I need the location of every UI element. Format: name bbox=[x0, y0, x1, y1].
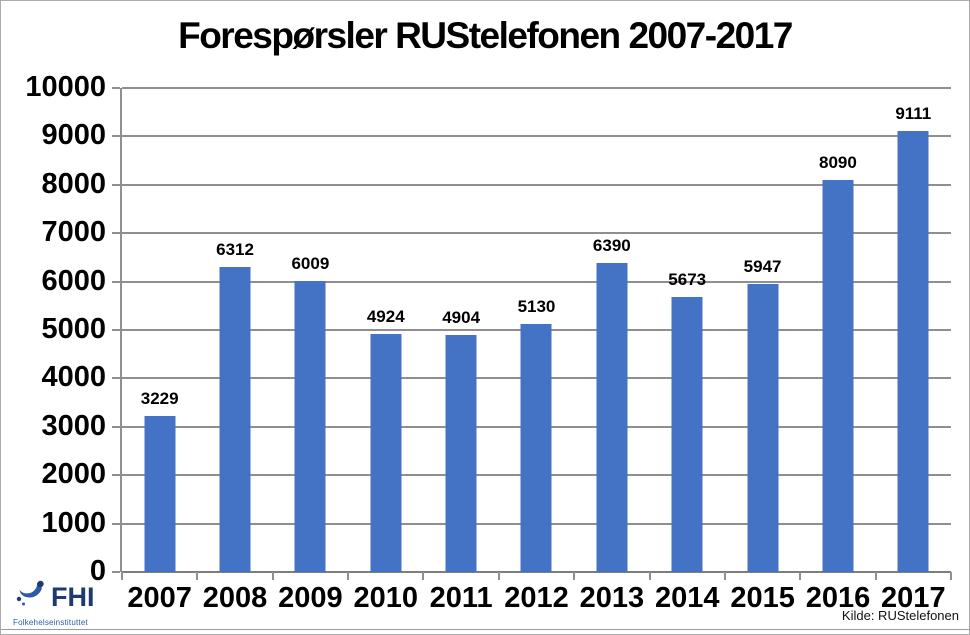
y-tick bbox=[112, 183, 120, 186]
y-axis-label: 1000 bbox=[41, 506, 106, 539]
gridline bbox=[122, 135, 951, 138]
bar-value-label-2014: 5673 bbox=[668, 270, 707, 290]
bar-slot-2009: 6009 bbox=[273, 88, 348, 572]
y-tick bbox=[112, 329, 120, 331]
x-tick bbox=[648, 572, 651, 580]
x-axis-label-2010: 2010 bbox=[353, 582, 419, 614]
x-axis-label-2017: 2017 bbox=[881, 582, 946, 614]
bar-slot-2007: 3229 bbox=[122, 88, 197, 572]
y-tick bbox=[112, 571, 120, 573]
bar-2010 bbox=[370, 333, 402, 572]
y-tick bbox=[112, 232, 120, 235]
bar-2015 bbox=[747, 284, 779, 572]
bar-slot-2013: 6390 bbox=[574, 88, 649, 572]
x-tick bbox=[497, 572, 500, 580]
bar-value-label-2013: 6390 bbox=[592, 235, 631, 255]
bar-2011 bbox=[445, 334, 477, 572]
y-tick bbox=[112, 135, 120, 138]
x-tick bbox=[121, 572, 123, 580]
source-label: Kilde: RUStelefonen bbox=[841, 608, 959, 623]
x-axis-label-2008: 2008 bbox=[202, 582, 268, 614]
bar-2007 bbox=[144, 415, 176, 572]
y-axis-label: 10000 bbox=[25, 71, 106, 103]
y-axis-label: 2000 bbox=[41, 458, 106, 491]
bar-2017 bbox=[897, 131, 929, 572]
gridline bbox=[122, 183, 951, 186]
fhi-swoosh-icon bbox=[13, 579, 47, 616]
x-axis-label-2015: 2015 bbox=[730, 582, 795, 614]
x-tick bbox=[950, 572, 952, 580]
fhi-logo-subtitle: Folkehelseinstituttet bbox=[13, 618, 88, 627]
x-axis-label-2012: 2012 bbox=[504, 582, 569, 614]
bar-slot-2014: 5673 bbox=[650, 88, 725, 572]
bar-slot-2008: 6312 bbox=[197, 88, 272, 572]
y-axis-label: 4000 bbox=[41, 361, 106, 394]
bar-slot-2011: 4904 bbox=[423, 88, 498, 572]
x-axis-line bbox=[122, 571, 951, 573]
gridline bbox=[122, 87, 951, 89]
bar-slot-2010: 4924 bbox=[348, 88, 423, 572]
x-tick bbox=[573, 572, 576, 580]
gridline bbox=[122, 232, 951, 235]
y-tick bbox=[112, 280, 120, 283]
bar-2008 bbox=[219, 266, 251, 572]
y-axis-line bbox=[120, 88, 122, 572]
x-tick bbox=[799, 572, 802, 580]
bar-value-label-2010: 4924 bbox=[366, 306, 405, 326]
bar-2012 bbox=[520, 323, 552, 572]
chart-title: Forespørsler RUStelefonen 2007-2017 bbox=[178, 15, 793, 56]
bar-value-label-2011: 4904 bbox=[442, 307, 481, 327]
x-tick bbox=[196, 572, 199, 580]
y-axis-label: 7000 bbox=[41, 216, 106, 249]
bar-slot-2012: 5130 bbox=[499, 88, 574, 572]
gridline bbox=[122, 280, 951, 283]
y-tick bbox=[112, 377, 120, 380]
y-axis-label: 0 bbox=[89, 555, 106, 587]
fhi-logo: FHI Folkehelseinstituttet bbox=[13, 579, 133, 627]
bottom-divider bbox=[1, 629, 969, 630]
bar-value-label-2007: 3229 bbox=[140, 388, 179, 408]
x-tick bbox=[422, 572, 425, 580]
x-axis-label-2013: 2013 bbox=[579, 582, 645, 614]
bar-slot-2017: 9111 bbox=[876, 88, 951, 572]
x-tick bbox=[723, 572, 726, 580]
bar-2016 bbox=[822, 180, 854, 572]
bar-value-label-2016: 8090 bbox=[819, 153, 857, 173]
bar-2009 bbox=[294, 281, 326, 572]
bar-slot-2016: 8090 bbox=[800, 88, 875, 572]
bar-value-label-2012: 5130 bbox=[517, 296, 556, 316]
bar-value-label-2015: 5947 bbox=[743, 257, 782, 277]
x-tick bbox=[347, 572, 350, 580]
x-axis-label-2009: 2009 bbox=[278, 582, 343, 614]
y-tick bbox=[112, 425, 120, 428]
y-tick bbox=[112, 474, 120, 477]
x-axis-label-2014: 2014 bbox=[654, 582, 720, 614]
bar-slot-2015: 5947 bbox=[725, 88, 800, 572]
x-tick bbox=[271, 572, 274, 580]
y-axis-label: 5000 bbox=[41, 313, 106, 345]
y-axis-label: 3000 bbox=[41, 409, 106, 442]
y-tick bbox=[112, 522, 120, 525]
y-axis-label: 8000 bbox=[41, 167, 106, 200]
x-axis-label-2007: 2007 bbox=[127, 582, 192, 614]
x-axis-label-2016: 2016 bbox=[805, 582, 871, 614]
bar-value-label-2008: 6312 bbox=[216, 239, 254, 259]
fhi-logo-text: FHI bbox=[51, 582, 95, 612]
bar-2014 bbox=[671, 297, 703, 572]
x-axis-label-2011: 2011 bbox=[429, 582, 493, 614]
bar-value-label-2017: 9111 bbox=[895, 104, 932, 124]
y-axis-label: 6000 bbox=[41, 264, 106, 297]
x-tick bbox=[874, 572, 877, 580]
y-tick bbox=[112, 87, 120, 89]
plot-area: 3229 6312 6009 4924 4904 5130 6390 5673 5947 8090… bbox=[112, 87, 952, 580]
y-axis-label: 9000 bbox=[41, 119, 106, 152]
bar-2013 bbox=[596, 262, 628, 572]
bar-value-label-2009: 6009 bbox=[291, 254, 330, 274]
